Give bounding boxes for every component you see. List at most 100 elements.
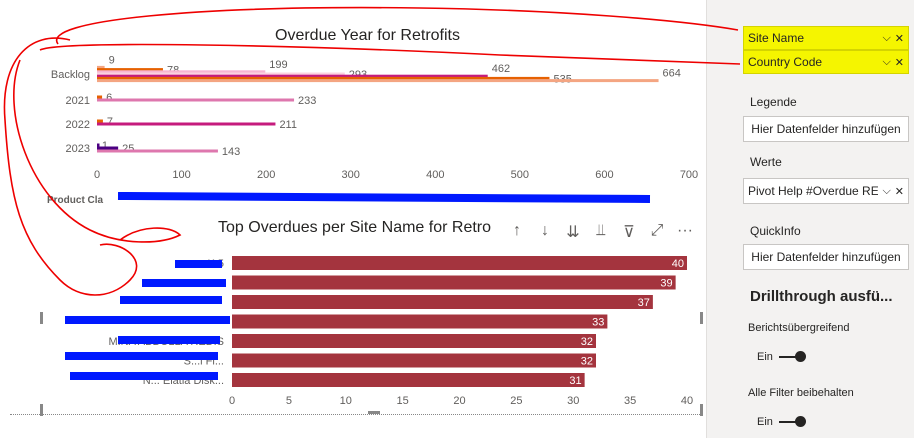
category-label: K:5 <box>207 258 224 270</box>
x-tick-label: 35 <box>624 395 636 407</box>
x-tick-label: 25 <box>510 395 522 407</box>
report-canvas: Overdue Year for Retrofits Backlog 2021 20… <box>0 27 706 425</box>
data-label: 199 <box>269 59 287 71</box>
well-site-name[interactable]: Site Name ⌵ ✕ <box>743 26 909 50</box>
data-label: 32 <box>581 356 593 368</box>
bar[interactable] <box>97 98 295 102</box>
well-values[interactable]: Pivot Help #Overdue RE ⌵ ✕ <box>743 178 909 204</box>
chevron-down-icon[interactable]: ⌵ <box>882 55 891 68</box>
bar[interactable] <box>97 72 345 76</box>
bar[interactable] <box>232 334 596 348</box>
category-label: MINA ABDULLA REDIS <box>108 336 224 348</box>
bar[interactable] <box>97 122 276 126</box>
cross-report-toggle-label: Ein <box>757 351 773 363</box>
data-label: 32 <box>581 336 593 348</box>
data-label: 39 <box>660 278 672 290</box>
bar[interactable] <box>97 149 218 153</box>
legend-drop-zone[interactable]: Hier Datenfelder hinzufügen <box>743 116 909 142</box>
bar[interactable] <box>232 353 596 368</box>
resize-handle-right[interactable] <box>700 312 703 324</box>
data-label: 25 <box>122 143 134 155</box>
bar[interactable] <box>97 119 103 123</box>
y-tick-label: Backlog <box>51 69 90 81</box>
tooltip-section-title: QuickInfo <box>750 224 801 238</box>
x-tick-label: 15 <box>397 395 409 407</box>
x-tick-label: 700 <box>680 169 698 181</box>
y-tick-label: 2023 <box>66 143 90 155</box>
category-label: S...l Fl... <box>184 356 224 368</box>
chevron-down-icon[interactable]: ⌵ <box>882 184 891 197</box>
bar[interactable] <box>97 146 119 150</box>
data-label: 211 <box>279 119 297 131</box>
x-tick-label: 20 <box>453 395 465 407</box>
bar[interactable] <box>97 143 100 147</box>
data-label: 664 <box>663 68 681 80</box>
bar[interactable] <box>232 295 653 309</box>
data-label: 33 <box>592 317 604 329</box>
bar[interactable] <box>232 256 687 270</box>
x-tick-label: 5 <box>286 395 292 407</box>
bar[interactable] <box>232 314 608 329</box>
filter-icon[interactable]: ⊽ <box>623 224 635 241</box>
data-label: 233 <box>298 95 316 107</box>
close-icon[interactable]: ✕ <box>894 185 904 198</box>
cross-report-label: Berichtsübergreifend <box>748 322 850 334</box>
dotted-baseline <box>10 414 700 415</box>
focus-mode-icon[interactable]: ⤢ <box>650 222 664 239</box>
expand-hierarchy-icon[interactable]: ⫫ <box>596 222 606 239</box>
bar[interactable] <box>97 95 103 99</box>
toggle-knob <box>794 416 806 427</box>
close-icon[interactable]: ✕ <box>894 56 904 69</box>
close-icon[interactable]: ✕ <box>894 32 904 45</box>
category-label: MAADIO - XY <box>156 278 225 290</box>
bar[interactable] <box>232 275 676 290</box>
overdue-year-chart[interactable]: Backlog202120222023978199293462535664623… <box>0 50 706 245</box>
drillthrough-title: Drillthrough ausfü... <box>750 288 893 305</box>
well-country-code-label: Country Code <box>748 55 823 69</box>
resize-handle-bottom[interactable] <box>368 411 380 414</box>
bar[interactable] <box>97 76 550 80</box>
keep-filters-label: Alle Filter beibehalten <box>748 387 854 399</box>
toggle-track <box>778 416 806 427</box>
well-site-name-label: Site Name <box>748 31 805 45</box>
bar[interactable] <box>97 79 659 83</box>
data-label: 462 <box>492 63 510 75</box>
chart1-title: Overdue Year for Retrofits <box>275 27 460 44</box>
chevron-down-icon[interactable]: ⌵ <box>882 31 891 44</box>
toggle-track <box>778 351 806 362</box>
resize-handle-left[interactable] <box>40 312 43 324</box>
resize-handle-bottom-left[interactable] <box>40 404 43 416</box>
x-tick-label: 0 <box>94 169 100 181</box>
tooltip-drop-zone[interactable]: Hier Datenfelder hinzufügen <box>743 244 909 270</box>
drill-down-icon[interactable]: ↓ <box>541 222 549 239</box>
toggle-knob <box>794 351 806 362</box>
data-label: 143 <box>222 146 240 158</box>
data-label: 9 <box>109 54 115 66</box>
top-overdues-chart[interactable]: 40 K:5 39 MAADIO - XY 37 33 32 MINA ABDULLA RED… <box>0 245 706 425</box>
x-tick-label: 100 <box>172 169 190 181</box>
well-country-code[interactable]: Country Code ⌵ ✕ <box>743 50 909 74</box>
y-tick-label: 2022 <box>66 119 90 131</box>
x-tick-label: 30 <box>567 395 579 407</box>
keep-filters-toggle[interactable]: Ein <box>757 416 806 428</box>
legend-label: Product Cla <box>47 195 104 206</box>
x-tick-label: 400 <box>426 169 444 181</box>
y-tick-label: 2021 <box>66 95 90 107</box>
more-options-icon[interactable]: ··· <box>677 222 693 239</box>
data-label: 6 <box>106 92 112 104</box>
x-tick-label: 40 <box>681 395 693 407</box>
bar[interactable] <box>97 74 488 78</box>
x-tick-label: 300 <box>342 169 360 181</box>
resize-handle-bottom-right[interactable] <box>700 404 703 416</box>
drill-up-icon[interactable]: ↑ <box>513 222 521 239</box>
data-label: 7 <box>107 116 113 128</box>
x-tick-label: 600 <box>595 169 613 181</box>
cross-report-toggle[interactable]: Ein <box>757 351 806 363</box>
go-next-level-icon[interactable]: ⇊ <box>566 224 580 241</box>
visual-toolbar: ↑ ↓ ⇊ ⫫ ⊽ ⤢ ··· <box>508 222 694 242</box>
category-label: N... Elatia Disk... <box>143 375 224 387</box>
x-tick-label: 200 <box>257 169 275 181</box>
bar[interactable] <box>232 373 585 387</box>
data-label: 40 <box>672 258 684 270</box>
well-values-label: Pivot Help #Overdue RE <box>748 184 879 198</box>
